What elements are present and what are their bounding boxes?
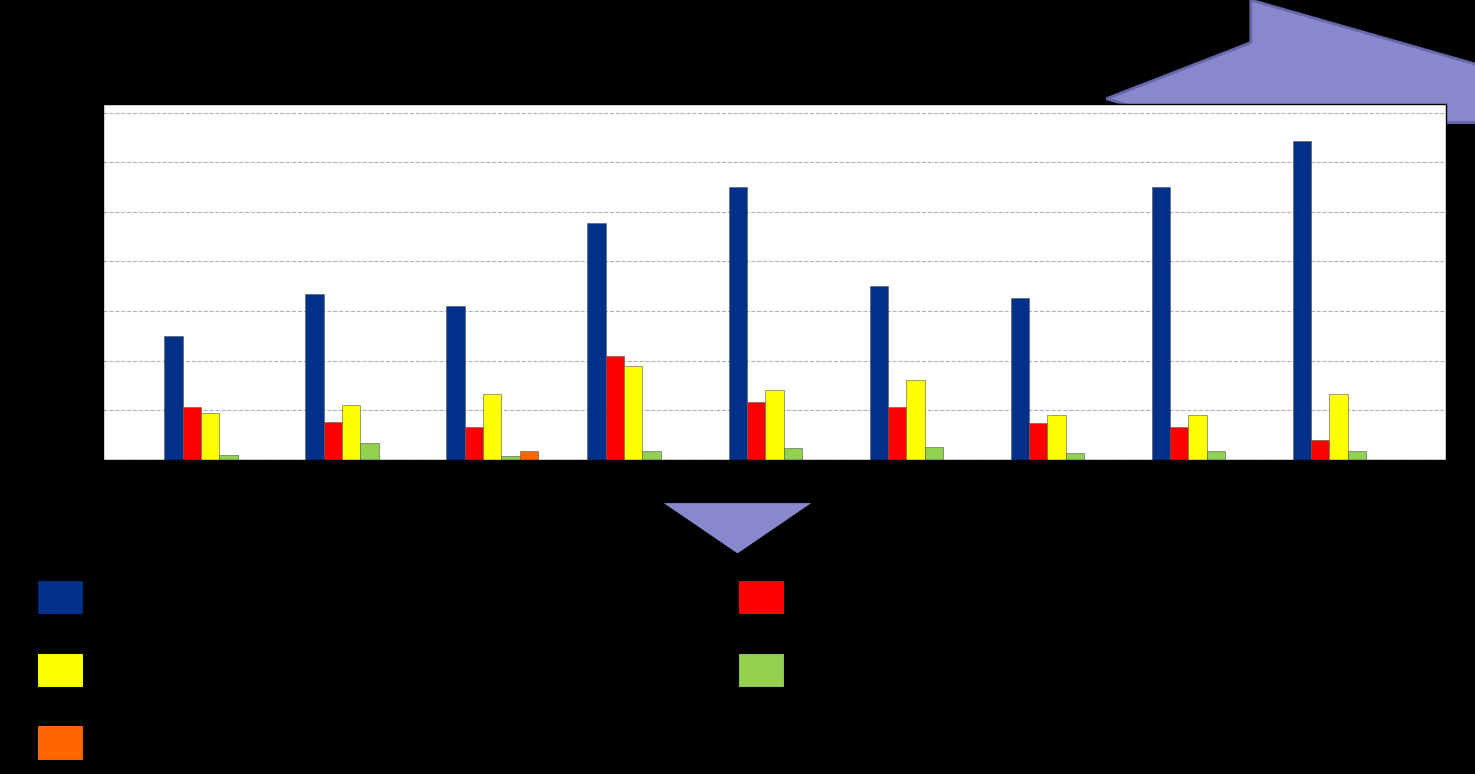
Bar	[484, 394, 502, 460]
Text: Primata: Primata	[796, 661, 879, 680]
Bar	[1010, 298, 1030, 460]
Bar	[738, 580, 785, 615]
Bar	[519, 451, 538, 460]
Bar	[1311, 440, 1329, 460]
Bar	[1030, 423, 1047, 460]
Bar	[37, 580, 84, 615]
Bar	[37, 725, 84, 761]
Bar	[888, 407, 906, 460]
Bar	[624, 365, 643, 460]
Bar	[465, 426, 484, 460]
Bar	[37, 652, 84, 688]
Bar	[766, 390, 783, 460]
Bar	[1065, 453, 1084, 460]
Bar	[738, 652, 785, 688]
Bar	[502, 457, 519, 460]
Bar	[1189, 415, 1207, 460]
Bar	[447, 306, 465, 460]
Bar	[1329, 394, 1348, 460]
Bar	[164, 336, 183, 460]
Bar	[1170, 426, 1189, 460]
Bar	[729, 187, 746, 460]
Bar	[1047, 415, 1065, 460]
Text: Morcego Não Hematofóago: Morcego Não Hematofóago	[96, 587, 384, 608]
Polygon shape	[1106, 0, 1475, 170]
Bar	[201, 413, 220, 460]
Bar	[643, 451, 661, 460]
Bar	[305, 294, 323, 460]
Bar	[1348, 451, 1366, 460]
Bar	[925, 447, 943, 460]
Bar	[323, 422, 342, 460]
Bar	[342, 406, 360, 460]
Bar	[360, 444, 379, 460]
Bar	[1207, 451, 1226, 460]
Bar	[870, 286, 888, 460]
Bar	[606, 355, 624, 460]
Bar	[906, 380, 925, 460]
Bar	[1292, 141, 1311, 460]
Bar	[783, 448, 802, 460]
Text: Guaxinim: Guaxinim	[96, 734, 195, 752]
Text: Morcego Hematofóago: Morcego Hematofóago	[796, 587, 1035, 608]
Bar	[587, 224, 606, 460]
Bar	[746, 402, 766, 460]
Bar	[220, 455, 237, 460]
Bar	[183, 407, 201, 460]
Polygon shape	[664, 503, 811, 553]
Bar	[1152, 187, 1170, 460]
Y-axis label: Nº: Nº	[28, 263, 55, 282]
Text: Canideo silvestre: Canideo silvestre	[96, 661, 279, 680]
